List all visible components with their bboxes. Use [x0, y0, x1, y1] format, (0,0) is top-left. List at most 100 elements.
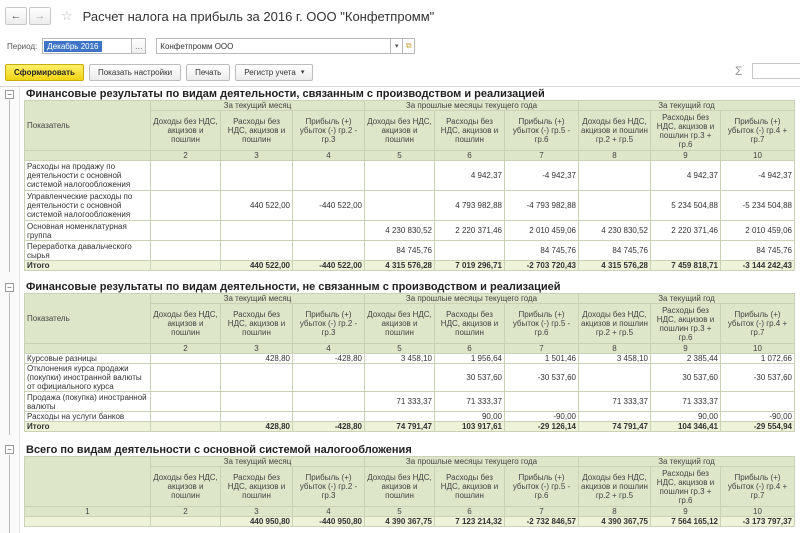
cell[interactable]: 71 333,37	[434, 391, 505, 412]
cell[interactable]: 440 522,00	[220, 190, 293, 221]
cell[interactable]: -2 732 846,57	[504, 516, 579, 527]
cell[interactable]	[220, 160, 293, 191]
cell[interactable]: 71 333,37	[578, 391, 651, 412]
cell[interactable]: -3 173 797,37	[720, 516, 795, 527]
cell[interactable]: -428,80	[292, 353, 365, 364]
cell[interactable]: 30 537,60	[650, 363, 721, 392]
cell[interactable]	[292, 391, 365, 412]
cell[interactable]	[364, 190, 435, 221]
cell[interactable]: 440 950,80	[220, 516, 293, 527]
cell[interactable]: 74 791,47	[578, 421, 651, 432]
cell[interactable]: -440 522,00	[292, 260, 365, 271]
organization-open-button[interactable]: ⧉	[403, 38, 416, 54]
cell[interactable]	[220, 240, 293, 261]
cell[interactable]: 71 333,37	[650, 391, 721, 412]
cell[interactable]: -4 942,37	[720, 160, 795, 191]
cell[interactable]	[434, 240, 505, 261]
cell[interactable]	[150, 190, 221, 221]
table-row[interactable]: Расходы на услуги банков 90,00 -90,00 90…	[24, 411, 795, 422]
cell[interactable]: 74 791,47	[364, 421, 435, 432]
cell[interactable]: -29 126,14	[504, 421, 579, 432]
cell[interactable]: 1 956,64	[434, 353, 505, 364]
table-row[interactable]: Отклонения курса продажи (покупки) иност…	[24, 363, 795, 392]
organization-value[interactable]: Конфетпромм ООО	[160, 41, 234, 51]
favorite-star-icon[interactable]: ☆	[61, 8, 73, 23]
cell[interactable]	[292, 240, 365, 261]
cell[interactable]: -4 793 982,88	[504, 190, 579, 221]
cell[interactable]: -5 234 504,88	[720, 190, 795, 221]
cell[interactable]: -29 554,94	[720, 421, 795, 432]
cell[interactable]: -440 950,80	[292, 516, 365, 527]
cell[interactable]	[364, 160, 435, 191]
cell[interactable]	[150, 160, 221, 191]
cell[interactable]: 7 123 214,32	[434, 516, 505, 527]
organization-field[interactable]: Конфетпромм ООО	[156, 38, 392, 54]
collapse-section2-icon[interactable]: −	[5, 283, 14, 292]
cell[interactable]: -4 942,37	[504, 160, 579, 191]
cell[interactable]: 71 333,37	[364, 391, 435, 412]
cell[interactable]: -90,00	[504, 411, 579, 422]
table-row[interactable]: Продажа (покупка) иностранной валюты 71 …	[24, 391, 795, 412]
cell[interactable]: -30 537,60	[720, 363, 795, 392]
print-button[interactable]: Печать	[186, 63, 231, 81]
cell[interactable]	[150, 411, 221, 422]
cell[interactable]	[150, 421, 221, 432]
table-row[interactable]: Управленческие расходы по деятельности с…	[24, 190, 795, 221]
cell[interactable]: 2 220 371,46	[434, 220, 505, 241]
period-value[interactable]: Декабрь 2016	[44, 40, 102, 52]
cell[interactable]: 4 230 830,52	[364, 220, 435, 241]
cell[interactable]	[578, 363, 651, 392]
cell[interactable]: 7 019 296,71	[434, 260, 505, 271]
total-row[interactable]: Итого 440 522,00 -440 522,00 4 315 576,2…	[24, 260, 795, 271]
cell[interactable]: 5 234 504,88	[650, 190, 721, 221]
table-row[interactable]: Расходы на продажу по деятельности с осн…	[24, 160, 795, 191]
cell[interactable]	[220, 391, 293, 412]
cell[interactable]: -3 144 242,43	[720, 260, 795, 271]
cell[interactable]: 104 346,41	[650, 421, 721, 432]
cell[interactable]	[150, 363, 221, 392]
cell[interactable]: 4 390 367,75	[578, 516, 651, 527]
cell[interactable]: 90,00	[650, 411, 721, 422]
cell[interactable]: 84 745,76	[720, 240, 795, 261]
cell[interactable]: -90,00	[720, 411, 795, 422]
cell[interactable]: 103 917,61	[434, 421, 505, 432]
cell[interactable]	[150, 391, 221, 412]
cell[interactable]: 2 010 459,06	[504, 220, 579, 241]
cell[interactable]: 7 564 165,12	[650, 516, 721, 527]
cell[interactable]	[220, 363, 293, 392]
cell[interactable]	[578, 160, 651, 191]
cell[interactable]: 4 942,37	[434, 160, 505, 191]
register-dropdown-button[interactable]: Регистр учета ▾	[235, 63, 314, 81]
cell[interactable]	[292, 160, 365, 191]
cell[interactable]	[578, 411, 651, 422]
cell[interactable]: 1 072,66	[720, 353, 795, 364]
cell[interactable]: 4 942,37	[650, 160, 721, 191]
period-field[interactable]: Декабрь 2016	[42, 38, 133, 54]
cell[interactable]	[150, 516, 221, 527]
cell[interactable]	[292, 411, 365, 422]
cell[interactable]	[150, 353, 221, 364]
cell[interactable]: 3 458,10	[578, 353, 651, 364]
cell[interactable]: -30 537,60	[504, 363, 579, 392]
cell[interactable]: 84 745,76	[504, 240, 579, 261]
cell[interactable]: 30 537,60	[434, 363, 505, 392]
cell[interactable]: 2 220 371,46	[650, 220, 721, 241]
cell[interactable]: 428,80	[220, 353, 293, 364]
cell[interactable]: 2 010 459,06	[720, 220, 795, 241]
cell[interactable]	[150, 240, 221, 261]
back-button[interactable]: ←	[5, 7, 27, 25]
forward-button[interactable]: →	[29, 7, 51, 25]
cell[interactable]	[650, 240, 721, 261]
collapse-section3-icon[interactable]: −	[5, 445, 14, 454]
cell[interactable]: 84 745,76	[578, 240, 651, 261]
cell[interactable]	[292, 220, 365, 241]
period-select-button[interactable]: …	[132, 38, 147, 54]
cell[interactable]	[292, 363, 365, 392]
cell[interactable]: 1 501,46	[504, 353, 579, 364]
cell[interactable]: -440 522,00	[292, 190, 365, 221]
show-settings-button[interactable]: Показать настройки	[88, 63, 182, 81]
cell[interactable]	[578, 190, 651, 221]
cell[interactable]: 90,00	[434, 411, 505, 422]
cell[interactable]: 7 459 818,71	[650, 260, 721, 271]
cell[interactable]	[364, 363, 435, 392]
